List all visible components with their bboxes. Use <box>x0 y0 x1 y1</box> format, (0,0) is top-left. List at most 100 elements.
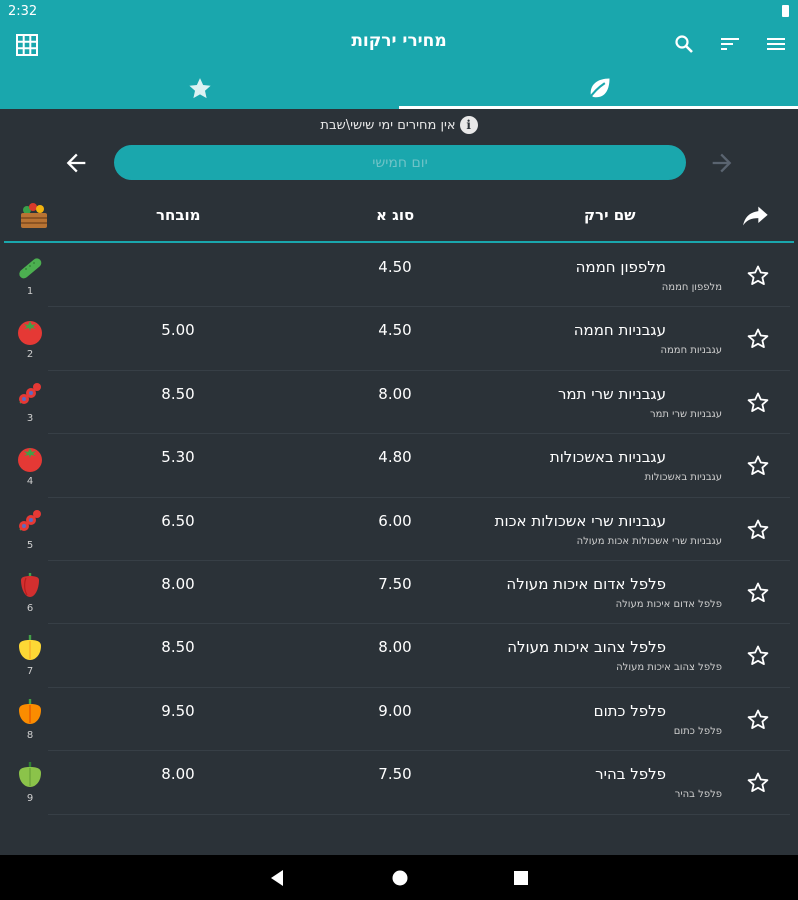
header-divider <box>4 241 794 243</box>
column-premium[interactable]: מובחר <box>156 206 201 224</box>
date-field[interactable] <box>114 145 686 180</box>
row-number: 9 <box>26 793 34 805</box>
search-icon[interactable] <box>672 32 696 56</box>
vegetable-subtitle: מלפפון חממה <box>661 282 722 293</box>
price-premium: 8.50 <box>161 384 195 403</box>
row-number: 5 <box>26 539 34 551</box>
favorite-star-icon[interactable] <box>746 518 772 544</box>
price-grade-a: 6.00 <box>378 511 412 530</box>
row-divider <box>48 559 790 561</box>
price-grade-a: 7.50 <box>378 574 412 593</box>
battery-icon <box>782 5 789 17</box>
red-pepper-icon <box>14 569 46 601</box>
row-number: 6 <box>26 602 34 614</box>
favorite-star-icon[interactable] <box>746 771 772 797</box>
price-list: 1 4.50 מלפפון חממה מלפפון חממה 2 5.00 4.… <box>0 244 798 815</box>
vegetable-subtitle: עגבניות שרי תמר <box>649 408 722 420</box>
tab-indicator <box>399 106 798 109</box>
price-premium: 5.00 <box>161 321 195 340</box>
vegetable-name: פלפל אדום איכות מעולה <box>506 574 666 593</box>
page-title: מחירי ירקות <box>351 31 447 51</box>
row-number: 7 <box>26 666 34 678</box>
table-row[interactable]: 9 8.00 7.50 פלפל בהיר פלפל בהיר <box>0 751 798 815</box>
date-navigation <box>0 145 798 181</box>
table-row[interactable]: 2 5.00 4.50 עגבניות חממה עגבניות חממה <box>0 307 798 371</box>
nav-recents-icon[interactable] <box>510 867 532 889</box>
price-premium: 5.30 <box>161 448 195 467</box>
vegetable-name: פלפל בהיר <box>595 765 666 784</box>
price-grade-a: 4.50 <box>378 258 412 276</box>
price-premium: 8.00 <box>161 574 195 593</box>
vegetable-name: פלפל צהוב איכות מעולה <box>507 638 666 657</box>
vegetable-name: פלפל כתום <box>593 701 666 720</box>
share-icon[interactable] <box>742 204 770 230</box>
row-divider <box>48 686 790 688</box>
menu-icon[interactable] <box>764 32 788 56</box>
price-premium: 8.50 <box>161 638 195 657</box>
price-premium: 8.00 <box>161 765 195 784</box>
vegetable-name: עגבניות באשכולות <box>549 448 666 467</box>
tab-bar <box>0 69 798 109</box>
row-divider <box>48 623 790 625</box>
column-name[interactable]: שם ירק <box>584 206 636 224</box>
table-row[interactable]: 3 8.50 8.00 עגבניות שרי תמר עגבניות שרי … <box>0 371 798 435</box>
price-grade-a: 7.50 <box>378 765 412 784</box>
vegetable-name: עגבניות שרי תמר <box>557 384 666 403</box>
row-divider <box>48 306 790 308</box>
favorite-star-icon[interactable] <box>746 327 772 353</box>
vegetable-subtitle: פלפל צהוב איכות מעולה <box>616 662 722 674</box>
tab-vegetables[interactable] <box>399 69 798 109</box>
table-row[interactable]: 7 8.50 8.00 פלפל צהוב איכות מעולה פלפל צ… <box>0 624 798 688</box>
favorite-star-icon[interactable] <box>746 581 772 607</box>
tomato-icon <box>14 315 46 347</box>
vegetable-subtitle: עגבניות שרי אשכולות אכות מעולה <box>576 535 722 547</box>
favorite-star-icon[interactable] <box>746 644 772 670</box>
grid-icon[interactable] <box>14 32 40 58</box>
table-row[interactable]: 4 5.30 4.80 עגבניות באשכולות עגבניות באש… <box>0 434 798 498</box>
tomato-icon <box>14 442 46 474</box>
nav-back-icon[interactable] <box>266 867 288 889</box>
favorite-star-icon[interactable] <box>746 708 772 734</box>
no-prices-notice: i אין מחירים ימי שישי\שבת <box>0 114 798 136</box>
price-grade-a: 8.00 <box>378 384 412 403</box>
info-icon[interactable]: i <box>459 116 478 134</box>
favorite-star-icon[interactable] <box>746 391 772 417</box>
vegetable-basket-icon[interactable] <box>18 200 50 230</box>
sort-icon[interactable] <box>718 32 742 56</box>
cucumber-icon <box>14 252 46 284</box>
row-divider <box>48 750 790 752</box>
orange-pepper-icon <box>14 696 46 728</box>
light-pepper-icon <box>14 759 46 791</box>
tab-favorites[interactable] <box>0 69 399 109</box>
vegetable-subtitle: פלפל אדום איכות מעולה <box>615 598 722 610</box>
price-grade-a: 4.80 <box>378 448 412 467</box>
price-grade-a: 9.00 <box>378 701 412 720</box>
table-row[interactable]: 6 8.00 7.50 פלפל אדום איכות מעולה פלפל א… <box>0 561 798 625</box>
leaf-icon <box>587 78 609 101</box>
favorite-star-icon[interactable] <box>746 454 772 480</box>
row-number: 3 <box>26 412 34 424</box>
arrow-left-icon[interactable] <box>62 149 90 177</box>
price-grade-a: 8.00 <box>378 638 412 657</box>
row-number: 8 <box>26 729 34 741</box>
vegetable-subtitle: פלפל בהיר <box>674 789 722 801</box>
yellow-pepper-icon <box>14 632 46 664</box>
vegetable-subtitle: עגבניות באשכולות <box>644 472 722 484</box>
column-grade-a[interactable]: סוג א <box>376 206 415 224</box>
favorite-star-icon[interactable] <box>746 264 772 290</box>
table-row[interactable]: 8 9.50 9.00 פלפל כתום פלפל כתום <box>0 688 798 752</box>
table-row[interactable]: 1 4.50 מלפפון חממה מלפפון חממה <box>0 244 798 308</box>
arrow-right-icon[interactable] <box>708 149 736 177</box>
row-divider <box>48 433 790 435</box>
vegetable-subtitle: פלפל כתום <box>673 725 722 737</box>
vegetable-name: מלפפון חממה <box>575 258 666 276</box>
price-premium: 9.50 <box>161 701 195 720</box>
price-premium: 6.50 <box>161 511 195 530</box>
row-number: 2 <box>26 349 34 361</box>
vegetable-name: עגבניות חממה <box>573 321 666 340</box>
table-header: מובחר סוג א שם ירק <box>0 196 798 240</box>
status-bar: 2:32 <box>0 0 798 24</box>
nav-home-icon[interactable] <box>389 867 411 889</box>
row-number: 4 <box>26 476 34 488</box>
table-row[interactable]: 5 6.50 6.00 עגבניות שרי אשכולות אכות עגב… <box>0 498 798 561</box>
